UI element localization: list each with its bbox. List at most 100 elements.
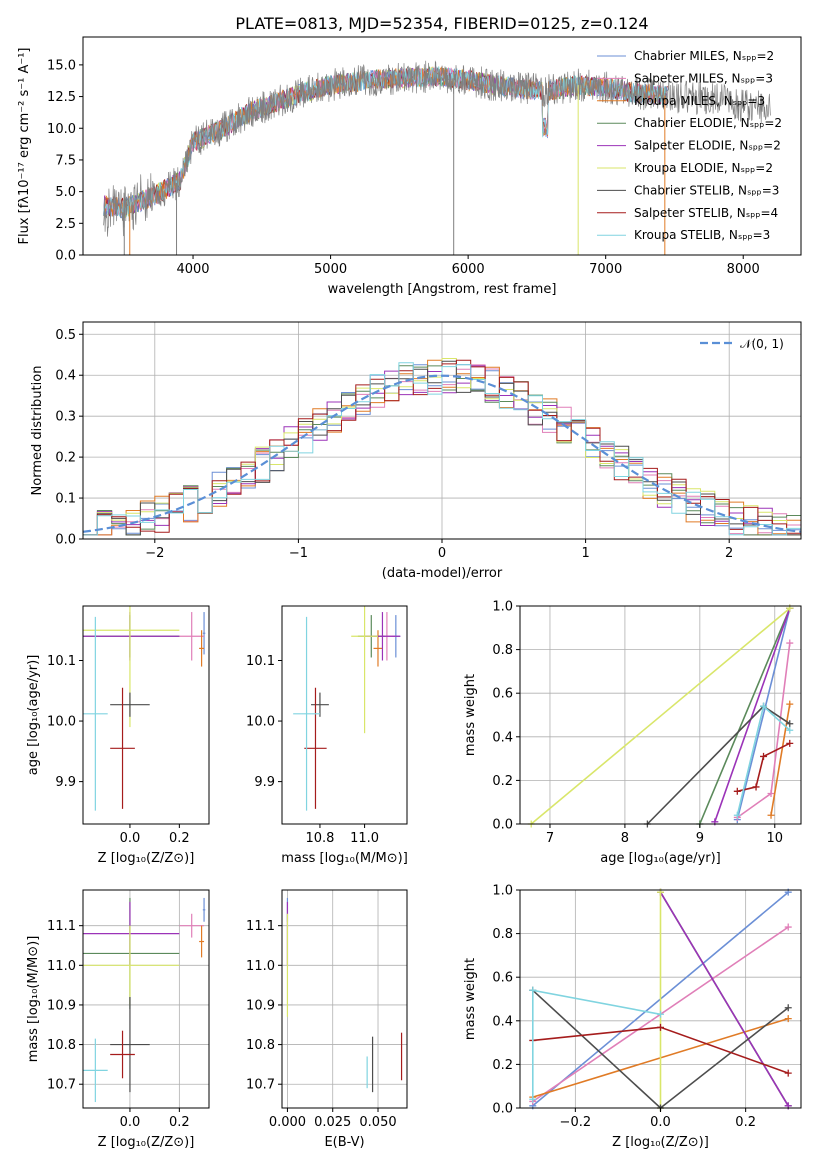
legend-label: Salpeter MILES, Nₛₚₚ=3 <box>634 71 773 85</box>
x-tick-label: 0.0 <box>120 831 141 846</box>
x-tick-label: 10.8 <box>305 831 334 846</box>
data-point-salpeter_stelib <box>784 1069 792 1077</box>
data-point-salpeter_miles <box>786 639 794 647</box>
x-tick-label: −0.2 <box>560 1115 592 1130</box>
y-tick-label: 12.5 <box>47 90 76 105</box>
y-tick-label: 10.1 <box>246 654 275 669</box>
y-tick-label: 10.7 <box>47 1078 76 1093</box>
mass_vs_ebv-panel: 0.000 0.025 0.050 10.7 10.8 10.9 11.0 11.1 E(B-V… <box>246 889 408 1150</box>
y-tick-label: 11.1 <box>246 919 275 934</box>
y-tick-label: 10.1 <box>47 654 76 669</box>
legend-label: Salpeter STELIB, Nₛₚₚ=4 <box>634 206 778 220</box>
y-tick-label: 0.0 <box>55 533 76 548</box>
series-line-salpeter_elodie <box>714 607 791 823</box>
y-tick-label: 2.5 <box>55 217 76 232</box>
data-point-salpeter_stelib <box>733 787 741 795</box>
y-tick-label: 0.4 <box>492 730 513 745</box>
chart-title: PLATE=0813, MJD=52354, FIBERID=0125, z=0… <box>235 14 648 33</box>
y-tick-label: 10.9 <box>47 998 76 1013</box>
x-tick-label: 1 <box>581 546 589 561</box>
plot-frame <box>82 889 210 1109</box>
x-tick-label: 10 <box>766 831 783 846</box>
legend-label: Chabrier ELODIE, Nₛₚₚ=2 <box>634 116 782 130</box>
plot-frame <box>82 36 802 256</box>
y-tick-label: 0.4 <box>55 369 76 384</box>
data-point-chabrier_stelib <box>784 1004 792 1012</box>
x-tick-label: 0.0 <box>120 1115 141 1130</box>
data-point-salpeter_stelib <box>760 752 768 760</box>
y-tick-label: 9.9 <box>254 775 275 790</box>
x-tick-label: 0 <box>438 546 446 561</box>
y-tick-label: 0.0 <box>55 249 76 264</box>
legend-label: Chabrier MILES, Nₛₚₚ=2 <box>634 49 774 63</box>
legend-label: Chabrier STELIB, Nₛₚₚ=3 <box>634 183 779 197</box>
observed-spectrum <box>103 60 771 237</box>
gaussian-curve <box>82 374 802 533</box>
y-axis-label: mass weight <box>463 958 478 1040</box>
data-point-kroupa_miles <box>767 811 775 819</box>
x-tick-label: 11.0 <box>350 831 379 846</box>
data-point-kroupa_stelib <box>529 986 537 994</box>
data-point-salpeter_miles <box>767 789 775 797</box>
x-tick-label: 0.2 <box>169 1115 190 1130</box>
y-tick-label: 0.8 <box>492 927 513 942</box>
y-tick-label: 0.5 <box>55 328 76 343</box>
series-line-kroupa_miles <box>770 703 791 816</box>
mass_vs_Z-panel: 0.0 0.2 10.7 10.8 10.9 11.0 11.1 Z [log₁₀(Z/Z⊙)… <box>26 889 210 1150</box>
y-tick-label: 0.2 <box>492 1058 513 1073</box>
legend-label: Kroupa ELODIE, Nₛₚₚ=2 <box>634 161 773 175</box>
y-tick-label: 15.0 <box>47 58 76 73</box>
x-axis-label: (data-model)/error <box>382 566 503 581</box>
x-axis-label: Z [log₁₀(Z/Z⊙)] <box>98 1135 195 1150</box>
legend-label: Kroupa MILES, Nₛₚₚ=3 <box>634 94 765 108</box>
data-point-kroupa_stelib <box>786 726 794 734</box>
y-tick-label: 11.0 <box>246 959 275 974</box>
massweight_vs_Z-panel: −0.2 0.0 0.2 0.0 0.2 0.4 0.6 0.8 1.0 Z [log₁₀(Z/Z… <box>463 884 802 1150</box>
x-tick-label: 8000 <box>727 262 760 277</box>
x-axis-label: wavelength [Angstrom, rest frame] <box>328 282 557 297</box>
y-tick-label: 0.2 <box>492 774 513 789</box>
x-tick-label: −2 <box>145 546 164 561</box>
x-tick-label: 2 <box>725 546 733 561</box>
x-tick-label: 0.025 <box>314 1115 351 1130</box>
y-tick-label: 1.0 <box>492 884 513 899</box>
x-tick-label: 9 <box>696 831 704 846</box>
data-point-kroupa_stelib <box>529 1095 537 1103</box>
series-line-chabrier_stelib <box>646 705 791 825</box>
x-tick-label: 0.2 <box>735 1115 756 1130</box>
x-tick-label: 5000 <box>314 262 347 277</box>
histogram-kroupa_stelib <box>83 362 801 536</box>
y-tick-label: 0.3 <box>55 410 76 425</box>
data-point-chabrier_stelib <box>786 720 794 728</box>
legend-label: 𝒩(0, 1) <box>740 337 784 351</box>
legend-label: Kroupa STELIB, Nₛₚₚ=3 <box>634 228 770 242</box>
y-tick-label: 0.2 <box>55 451 76 466</box>
y-tick-label: 0.0 <box>492 1102 513 1117</box>
series-line-chabrier_miles <box>736 608 791 820</box>
data-point-kroupa_stelib <box>760 702 768 710</box>
series-line-kroupa_stelib <box>532 989 661 1100</box>
x-tick-label: 4000 <box>176 262 209 277</box>
y-tick-label: 0.0 <box>492 818 513 833</box>
plot-frame <box>281 605 408 825</box>
series-line-salpeter_elodie <box>659 891 789 1107</box>
plot-frame <box>281 889 408 1109</box>
y-tick-label: 1.0 <box>492 600 513 615</box>
x-axis-label: age [log₁₀(age/yr)] <box>600 851 721 866</box>
y-tick-label: 0.6 <box>492 971 513 986</box>
y-tick-label: 5.0 <box>55 185 76 200</box>
data-point-salpeter_miles <box>784 923 792 931</box>
age_vs_mass-panel: 10.8 11.0 9.9 10.0 10.1 mass [log₁₀(M/M⊙)] <box>246 605 408 866</box>
x-axis-label: Z [log₁₀(Z/Z⊙)] <box>98 851 195 866</box>
model-spectrum-kroupa_miles <box>103 66 668 217</box>
y-tick-label: 10.0 <box>47 122 76 137</box>
data-point-kroupa_miles <box>786 700 794 708</box>
y-tick-label: 0.8 <box>492 643 513 658</box>
massweight_vs_age-panel: 7 8 9 10 0.0 0.2 0.4 0.6 0.8 1.0 age [log₁₀(age/yr… <box>463 600 802 866</box>
y-tick-label: 11.0 <box>47 959 76 974</box>
y-tick-label: 0.1 <box>55 492 76 507</box>
plot-frame <box>82 605 210 825</box>
x-axis-label: Z [log₁₀(Z/Z⊙)] <box>612 1135 709 1150</box>
y-tick-label: 11.1 <box>47 919 76 934</box>
